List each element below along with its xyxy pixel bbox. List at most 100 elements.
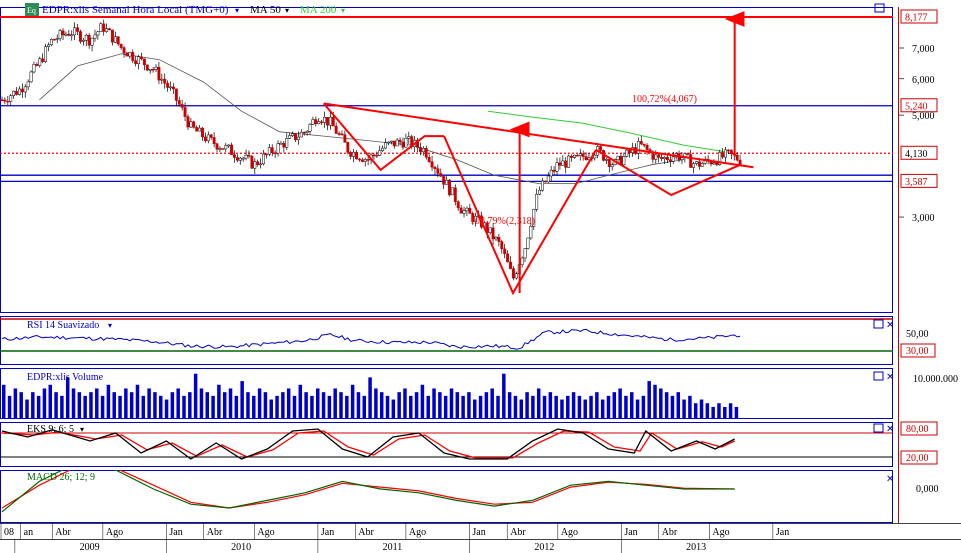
macd-series xyxy=(1,470,735,513)
symbol-dropdown-icon[interactable]: ▾ xyxy=(235,6,239,15)
volume-bar-90 xyxy=(525,392,529,418)
volume-bar-83 xyxy=(484,392,489,418)
candle-body-240 xyxy=(697,161,701,167)
price-flag-0 xyxy=(900,9,938,24)
price-tick-0: 7,000 xyxy=(912,44,935,55)
volume-bar-64 xyxy=(374,388,378,418)
candle-body-65 xyxy=(189,121,193,128)
macd-line xyxy=(1,470,735,513)
volume-tick: 10.000.000 xyxy=(913,374,958,385)
candle-body-247 xyxy=(718,152,722,166)
candle-body-171 xyxy=(497,236,501,242)
stoch-title[interactable]: EKS 9; 6; 5 xyxy=(27,424,74,435)
candle-body-55 xyxy=(160,78,164,81)
main-maximize-icon[interactable] xyxy=(874,3,885,13)
volume-bar-98 xyxy=(571,392,576,418)
candle-body-237 xyxy=(689,154,693,168)
time-month-label-0: 08 xyxy=(4,527,14,538)
volume-bar-3 xyxy=(19,392,23,418)
candle-body-117 xyxy=(340,133,344,136)
time-month-label-5: Abr xyxy=(207,527,223,538)
candle-body-226 xyxy=(657,154,661,158)
candle-body-230 xyxy=(668,159,672,162)
stoch-minimize-icon[interactable] xyxy=(873,423,884,433)
stoch-level-80-flag xyxy=(900,421,938,436)
candle-body-62 xyxy=(180,104,184,108)
candle-body-194 xyxy=(564,160,568,168)
candle-body-71 xyxy=(206,134,210,142)
stoch-dropdown-icon[interactable]: ▾ xyxy=(80,425,84,434)
macd-close-icon[interactable]: ✕ xyxy=(886,474,894,485)
volume-bar-42 xyxy=(246,392,250,418)
candle-body-130 xyxy=(378,150,382,156)
price-flag-label-0: 8,177 xyxy=(905,13,928,24)
ma200-label[interactable]: MA 200 xyxy=(300,4,337,16)
candle-body-43 xyxy=(125,52,129,57)
pattern-neckline xyxy=(323,102,754,169)
volume-bar-89 xyxy=(519,399,524,418)
candle-body-145 xyxy=(421,147,425,153)
candle-body-33 xyxy=(96,31,100,36)
time-year-label-2: 2011 xyxy=(383,542,403,553)
candle-body-204 xyxy=(593,154,597,159)
candle-body-49 xyxy=(142,58,146,66)
candle-body-198 xyxy=(575,154,579,157)
volume-bar-17 xyxy=(100,395,105,418)
time-year-label-3: 2012 xyxy=(534,542,554,553)
rsi-dropdown-icon[interactable]: ▾ xyxy=(108,321,112,330)
candle-body-111 xyxy=(323,117,326,123)
volume-bar-107 xyxy=(624,395,628,418)
candle-body-91 xyxy=(264,153,268,156)
rsi-close-icon[interactable]: ✕ xyxy=(886,320,894,331)
ma50-dropdown-icon[interactable]: ▾ xyxy=(285,6,289,15)
eq-badge[interactable] xyxy=(25,3,39,16)
symbol-label[interactable]: EDPR:xlis Semanal Hora Local (TMG+0) xyxy=(42,4,229,16)
candle-body-48 xyxy=(140,56,143,60)
candle-body-174 xyxy=(506,253,510,263)
candle-body-45 xyxy=(131,52,135,61)
candle-body-68 xyxy=(198,127,202,132)
volume-bar-119 xyxy=(693,403,698,418)
stoch-close-icon[interactable]: ✕ xyxy=(886,424,894,435)
volume-bar-27 xyxy=(159,395,163,418)
volume-bar-92 xyxy=(536,388,541,418)
candle-body-59 xyxy=(171,86,175,90)
candle-body-126 xyxy=(366,159,370,161)
volume-minimize-icon[interactable] xyxy=(873,371,884,381)
volume-bar-114 xyxy=(664,392,669,418)
ma200-dropdown-icon[interactable]: ▾ xyxy=(341,6,345,15)
rsi-minimize-icon[interactable] xyxy=(873,319,884,329)
candle-body-143 xyxy=(416,139,419,148)
measured-move-top-label: 100,72%(4,067) xyxy=(632,94,697,105)
candle-body-196 xyxy=(570,155,573,158)
candle-body-85 xyxy=(247,154,251,157)
macd-title[interactable]: MACD 26; 12; 9 xyxy=(27,472,95,483)
volume-bar-5 xyxy=(31,392,35,418)
time-year-label-0: 2009 xyxy=(80,542,100,553)
volume-bar-12 xyxy=(71,388,76,418)
volume-bar-115 xyxy=(670,395,675,418)
volume-bar-125 xyxy=(728,403,733,418)
volume-bar-80 xyxy=(467,392,471,418)
rsi-title[interactable]: RSI 14 Suavizado xyxy=(27,320,99,331)
volume-title[interactable]: EDPR:xlis Volume xyxy=(27,372,104,383)
price-flag-label-1: 5,240 xyxy=(905,101,928,112)
candle-body-61 xyxy=(177,100,181,105)
candle-body-183 xyxy=(532,209,536,227)
volume-close-icon[interactable]: ✕ xyxy=(886,372,894,383)
volume-bar-31 xyxy=(182,395,186,418)
ma50-label[interactable]: MA 50 xyxy=(250,4,281,16)
candle-body-251 xyxy=(729,149,733,155)
candle-body-137 xyxy=(398,139,402,143)
rsi-line xyxy=(1,328,741,350)
candle-body-125 xyxy=(363,159,367,162)
candle-body-2 xyxy=(6,100,10,103)
candle-body-135 xyxy=(392,140,396,147)
candle-body-63 xyxy=(183,107,187,117)
candle-body-136 xyxy=(395,139,399,147)
candle-body-222 xyxy=(645,145,649,150)
candle-body-245 xyxy=(712,162,716,165)
candle-body-128 xyxy=(372,154,376,157)
candle-body-162 xyxy=(471,213,475,223)
volume-bar-69 xyxy=(403,388,407,418)
